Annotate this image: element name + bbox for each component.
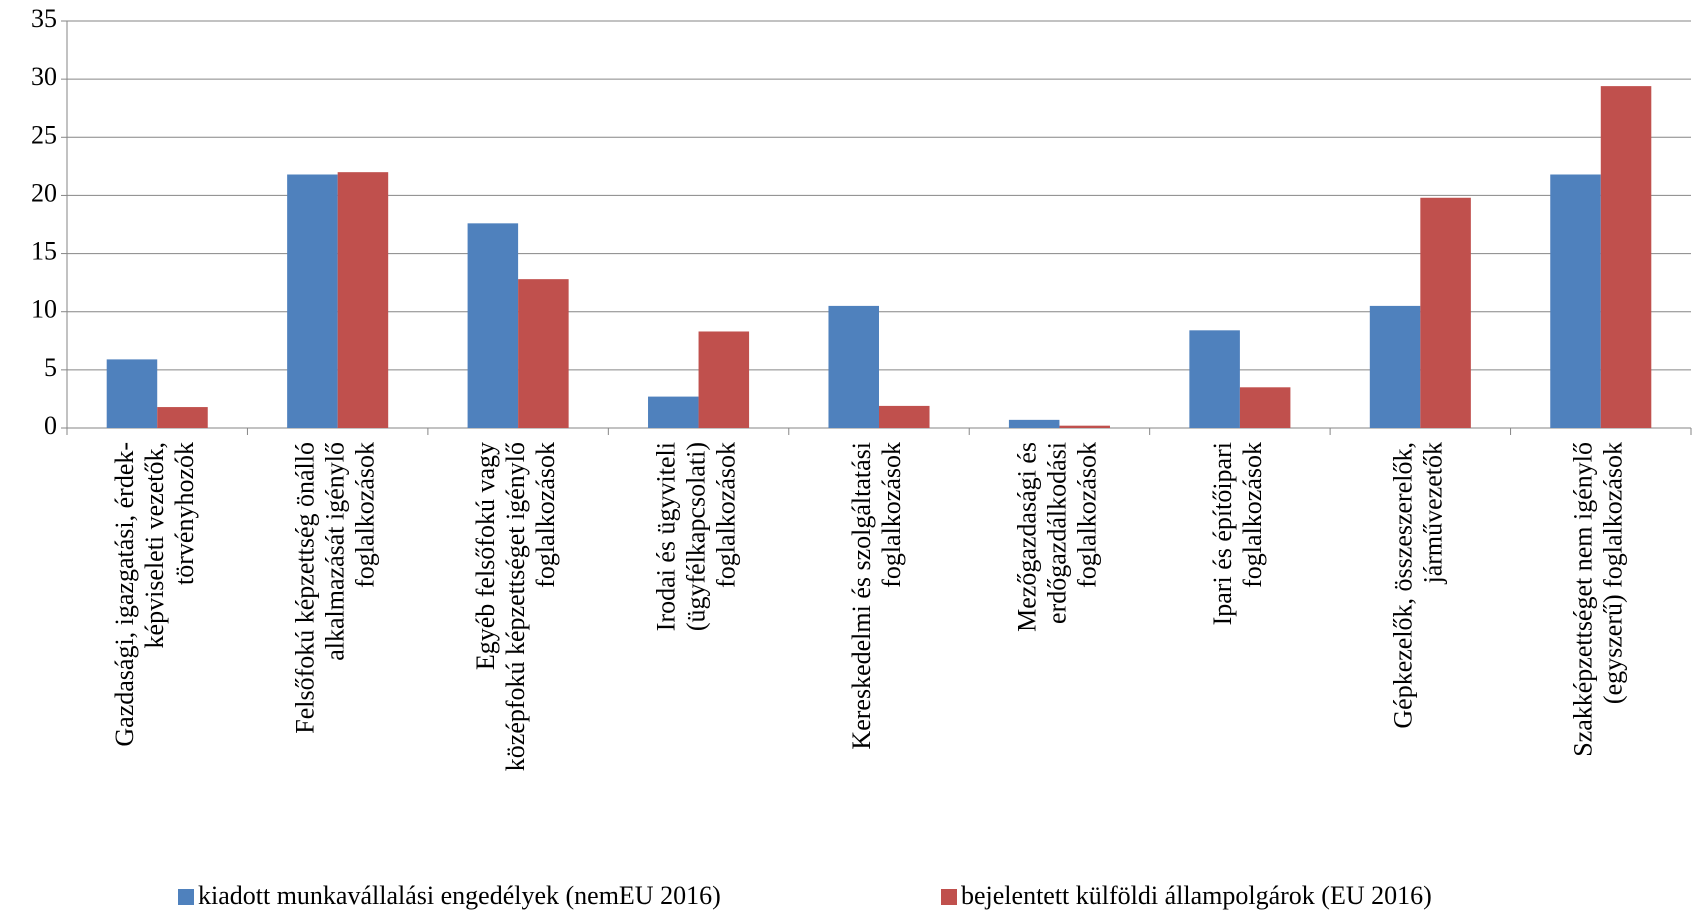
y-tick-label: 20 [31, 178, 57, 207]
y-tick-label: 5 [44, 353, 57, 382]
x-tick-label: (ügyfélkapcsolati) [682, 442, 711, 631]
x-tick-label: Gazdasági, igazgatási, érdek- [110, 442, 139, 747]
x-tick-label: Irodai és ügyviteli [652, 442, 681, 631]
bar [1059, 425, 1110, 428]
bar [698, 331, 750, 428]
x-tick-label: képviseleti vezetők, [140, 442, 169, 648]
bar [1008, 419, 1060, 428]
bar [1550, 174, 1601, 428]
bar [518, 279, 569, 428]
x-tick-label: foglalkozások [531, 442, 560, 588]
bar [1600, 86, 1652, 429]
y-tick-label: 25 [31, 120, 57, 149]
x-tick-label: Ipari és építőipari [1208, 442, 1237, 625]
x-tick-label: foglalkozások [1072, 442, 1101, 588]
x-tick-label: foglalkozások [1238, 442, 1267, 588]
y-tick-label: 10 [31, 295, 57, 324]
bar [1189, 330, 1240, 428]
x-tick-label: foglalkozások [712, 442, 741, 588]
legend-swatch [941, 889, 957, 905]
bar [467, 223, 519, 428]
bar [828, 305, 879, 428]
x-tick-label: foglalkozások [351, 442, 380, 588]
bar [879, 405, 930, 428]
x-tick-label: Mezőgazdasági és [1012, 442, 1041, 632]
x-tick-label: erdőgazdálkodási [1042, 442, 1071, 624]
x-tick-label: Szakképzettséget nem igénylő [1569, 442, 1598, 757]
y-tick-label: 35 [31, 4, 57, 33]
y-tick-label: 15 [31, 237, 57, 266]
legend-label: bejelentett külföldi állampolgárok (EU 2… [961, 881, 1432, 910]
x-tick-label: alkalmazását igénylő [321, 442, 350, 661]
bar [287, 174, 338, 428]
x-tick-label: járművezetők [1418, 442, 1447, 585]
x-tick-label: Kereskedelmi és szolgáltatási [847, 442, 876, 750]
x-tick-label: (egyszerű) foglalkozások [1599, 442, 1628, 704]
bar [1420, 197, 1471, 428]
x-tick-label: középfokú képzettséget igénylő [501, 442, 530, 771]
bar [337, 172, 389, 428]
bar [1239, 387, 1291, 428]
x-tick-label: Gépkezelők, összeszerelők, [1388, 442, 1417, 729]
y-tick-label: 30 [31, 62, 57, 91]
bar [106, 359, 158, 428]
legend-swatch [178, 889, 194, 905]
bar [157, 407, 208, 428]
x-tick-label: Felsőfokú képzettség önálló [291, 442, 320, 734]
bar [648, 396, 699, 428]
bar [1369, 305, 1421, 428]
x-tick-label: Egyéb felsőfokú vagy [471, 442, 500, 670]
y-tick-label: 0 [44, 411, 57, 440]
legend-label: kiadott munkavállalási engedélyek (nemEU… [198, 881, 721, 910]
x-tick-label: foglalkozások [877, 442, 906, 588]
x-tick-label: törvényhozók [170, 442, 199, 585]
